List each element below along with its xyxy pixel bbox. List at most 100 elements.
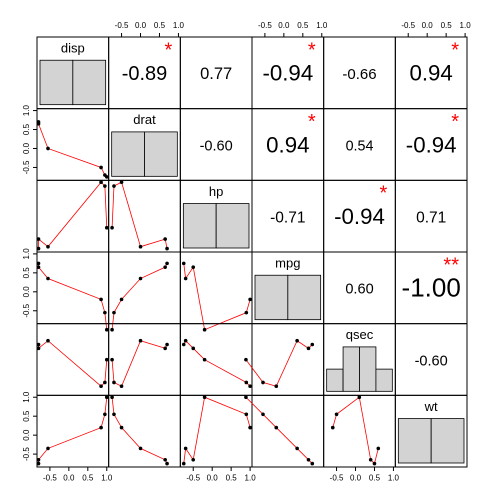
point bbox=[244, 412, 249, 417]
correlation-label: -0.60 bbox=[200, 138, 233, 154]
point bbox=[119, 425, 124, 430]
significance-stars: * bbox=[380, 183, 388, 205]
correlation-label: 0.71 bbox=[416, 209, 446, 226]
point bbox=[119, 297, 124, 302]
point bbox=[36, 346, 41, 351]
point bbox=[46, 446, 50, 451]
smooth-line bbox=[111, 263, 168, 330]
panel bbox=[251, 323, 325, 396]
y-tick-label: 1.0 bbox=[22, 248, 31, 260]
histogram-bar bbox=[342, 346, 360, 392]
point bbox=[36, 461, 41, 466]
histogram-bar bbox=[254, 274, 289, 321]
point bbox=[138, 244, 143, 249]
x-tick-label: 1.0 bbox=[460, 21, 472, 30]
point bbox=[46, 244, 50, 249]
x-tick-label: 0.5 bbox=[369, 473, 381, 482]
y-tick-label: 0.0 bbox=[22, 429, 31, 441]
correlation-label: 0.94 bbox=[409, 61, 452, 86]
variable-label: disp bbox=[61, 40, 85, 55]
point bbox=[36, 265, 41, 269]
point bbox=[104, 357, 109, 362]
smooth-line bbox=[38, 397, 108, 464]
point bbox=[357, 395, 362, 400]
histogram-bar bbox=[215, 203, 250, 249]
y-tick-label: 1.0 bbox=[22, 391, 31, 403]
panel bbox=[36, 108, 110, 181]
panel bbox=[394, 394, 468, 468]
point bbox=[99, 425, 103, 430]
x-tick-label: 0.0 bbox=[207, 473, 219, 482]
point bbox=[295, 338, 299, 343]
point bbox=[372, 461, 377, 466]
point bbox=[306, 457, 311, 462]
point bbox=[202, 395, 207, 400]
significance-stars: * bbox=[308, 39, 316, 61]
significance-stars: * bbox=[451, 39, 459, 61]
point bbox=[103, 380, 107, 385]
panel bbox=[179, 323, 253, 396]
point bbox=[244, 395, 248, 400]
smooth-line bbox=[183, 396, 251, 464]
histogram-bar bbox=[397, 418, 432, 464]
panel bbox=[36, 394, 110, 468]
smooth-line bbox=[38, 340, 108, 387]
significance-stars: ** bbox=[443, 254, 459, 276]
correlation-label: 0.54 bbox=[346, 138, 374, 154]
histogram-bar bbox=[182, 203, 217, 249]
point bbox=[110, 395, 114, 400]
point bbox=[310, 342, 315, 347]
point bbox=[310, 461, 315, 466]
point bbox=[295, 446, 299, 451]
point bbox=[181, 342, 186, 347]
x-tick-label: 0.5 bbox=[297, 21, 309, 30]
correlation-label: -0.94 bbox=[334, 204, 385, 229]
variable-label: qsec bbox=[346, 327, 374, 342]
point bbox=[244, 380, 249, 385]
point bbox=[183, 446, 188, 451]
x-tick-label: 0.0 bbox=[350, 473, 362, 482]
x-tick-label: -0.5 bbox=[186, 473, 200, 482]
point bbox=[165, 461, 169, 466]
smooth-line bbox=[111, 397, 168, 464]
point bbox=[104, 395, 109, 400]
variable-label: drat bbox=[133, 112, 156, 127]
x-tick-label: 0.0 bbox=[422, 21, 434, 30]
x-tick-label: -0.5 bbox=[401, 21, 415, 30]
point bbox=[181, 461, 186, 466]
y-tick-label: 0.5 bbox=[22, 267, 31, 279]
smooth-line bbox=[183, 263, 251, 331]
x-tick-label: -0.5 bbox=[43, 473, 57, 482]
panel bbox=[108, 251, 181, 325]
point bbox=[112, 380, 116, 385]
point bbox=[99, 384, 103, 389]
histogram-bar bbox=[287, 274, 322, 321]
point bbox=[248, 384, 252, 389]
point bbox=[368, 457, 373, 462]
x-tick-label: 0.5 bbox=[441, 21, 453, 30]
point bbox=[103, 184, 107, 188]
point bbox=[165, 246, 169, 251]
point bbox=[191, 346, 196, 351]
panel bbox=[36, 323, 110, 396]
histogram-bar bbox=[375, 368, 393, 392]
point bbox=[112, 310, 116, 315]
histogram-bar bbox=[111, 131, 145, 177]
point bbox=[99, 297, 103, 302]
panel bbox=[36, 251, 110, 325]
point bbox=[274, 384, 279, 389]
y-tick-label: 1.0 bbox=[22, 104, 31, 116]
variable-label: hp bbox=[209, 184, 223, 199]
variable-label: wt bbox=[424, 399, 438, 414]
histogram-bar bbox=[326, 368, 344, 392]
significance-stars: * bbox=[451, 111, 459, 133]
x-tick-label: -0.5 bbox=[115, 21, 129, 30]
point bbox=[191, 265, 196, 269]
point bbox=[183, 276, 188, 281]
y-tick-label: 0.0 bbox=[22, 286, 31, 298]
x-tick-label: -0.5 bbox=[330, 473, 344, 482]
y-tick-label: 0.5 bbox=[22, 410, 31, 422]
y-tick-label: 0.0 bbox=[22, 142, 31, 154]
point bbox=[119, 384, 124, 389]
point bbox=[110, 357, 114, 362]
